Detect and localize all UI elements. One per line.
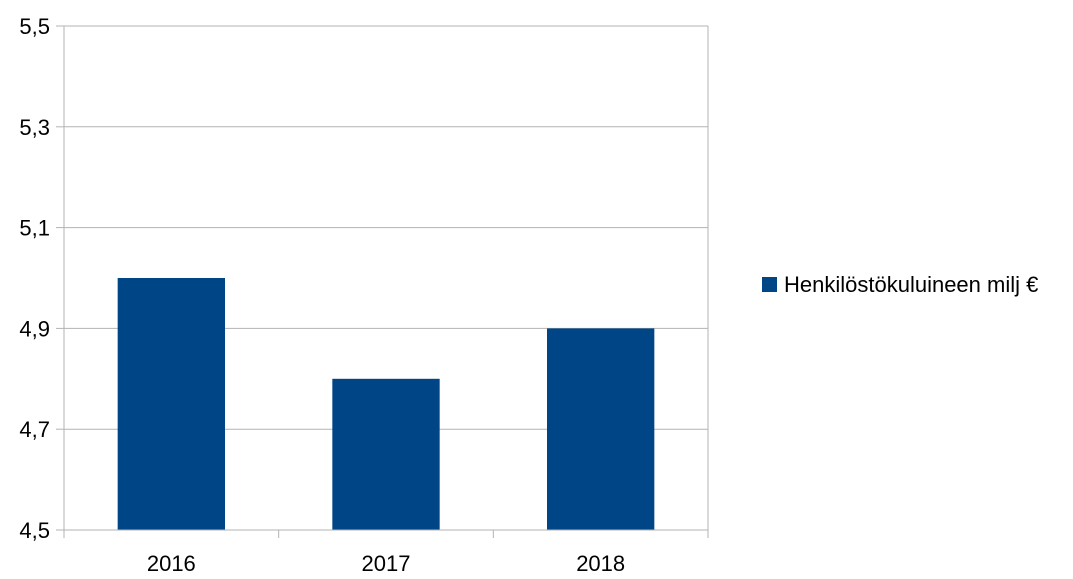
y-tick-label: 4,5	[19, 518, 50, 543]
bar-2017	[332, 378, 440, 530]
y-tick-label: 5,3	[19, 115, 50, 140]
bar-2018	[547, 328, 655, 530]
bar-2016	[117, 278, 225, 530]
legend: Henkilöstökuluineen milj €	[762, 272, 1038, 297]
y-tick-label: 4,7	[19, 417, 50, 442]
y-tick-label: 4,9	[19, 316, 50, 341]
legend-label: Henkilöstökuluineen milj €	[784, 272, 1038, 297]
y-tick-label: 5,1	[19, 216, 50, 241]
x-tick-label: 2018	[576, 551, 625, 576]
axes	[63, 26, 708, 531]
y-tick-label: 5,5	[19, 14, 50, 39]
x-tick-label: 2017	[362, 551, 411, 576]
bars	[117, 278, 655, 530]
x-axis-ticks: 2016 2017 2018	[63, 530, 709, 576]
legend-swatch	[762, 277, 777, 292]
y-axis-ticks: 4,5 4,7 4,9 5,1 5,3 5,5	[19, 14, 64, 543]
x-tick-label: 2016	[147, 551, 196, 576]
